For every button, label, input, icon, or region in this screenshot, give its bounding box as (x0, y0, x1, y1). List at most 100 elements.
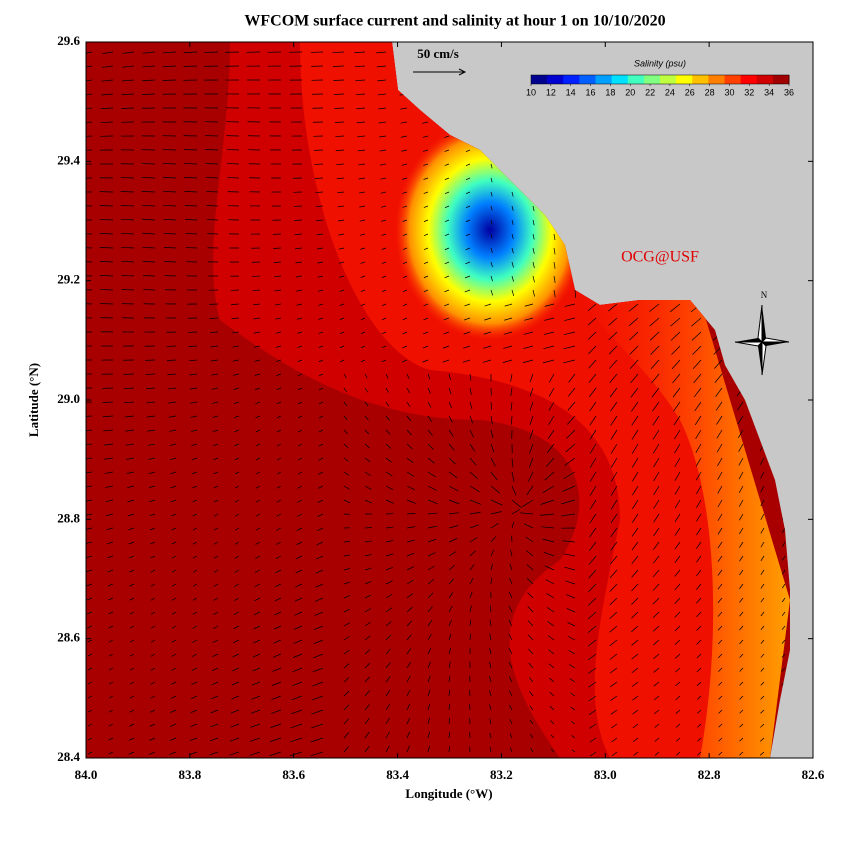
current-arrow (162, 163, 177, 165)
colorbar-tick-label: 20 (625, 87, 635, 97)
current-arrow (255, 485, 261, 489)
current-arrow (108, 737, 114, 741)
current-arrow (338, 261, 345, 264)
current-arrow (190, 709, 198, 713)
current-arrow (739, 513, 744, 521)
current-arrow (103, 429, 114, 432)
current-arrow (354, 65, 366, 68)
current-arrow (102, 51, 114, 54)
current-arrow (357, 135, 366, 138)
current-arrow (253, 611, 261, 616)
current-arrow (469, 619, 472, 627)
current-arrow (760, 485, 765, 493)
current-arrow (87, 723, 93, 727)
current-arrow (124, 415, 135, 418)
current-arrow (608, 317, 618, 326)
current-arrow (121, 93, 135, 96)
current-arrow (171, 555, 177, 559)
current-arrow (444, 219, 450, 223)
current-arrow (171, 611, 177, 615)
current-arrow (526, 550, 534, 557)
current-arrow (406, 745, 410, 753)
current-arrow (697, 737, 702, 742)
current-arrow (150, 695, 156, 699)
current-arrow (171, 597, 177, 601)
current-arrow (297, 457, 303, 461)
current-arrow (252, 667, 261, 672)
current-arrow (101, 93, 114, 96)
current-arrow (508, 619, 513, 627)
current-arrow (739, 667, 744, 672)
current-arrow (310, 737, 324, 743)
current-arrow (696, 499, 702, 508)
current-arrow (213, 485, 219, 489)
current-arrow (359, 205, 366, 208)
current-arrow (651, 373, 660, 384)
current-arrow (444, 289, 450, 293)
current-arrow (364, 415, 369, 421)
current-arrow (150, 611, 156, 615)
current-arrow (738, 499, 744, 507)
current-arrow (337, 205, 345, 208)
current-arrow (631, 443, 639, 454)
current-arrow (423, 303, 429, 307)
current-arrow (781, 569, 786, 575)
current-arrow (511, 191, 514, 197)
current-arrow (318, 443, 324, 447)
current-arrow (192, 597, 198, 601)
current-arrow (108, 611, 114, 615)
current-arrow (489, 732, 492, 739)
current-arrow (191, 443, 198, 447)
current-arrow (233, 611, 240, 615)
current-arrow (509, 704, 513, 711)
current-arrow (360, 303, 366, 306)
current-arrow (448, 675, 451, 683)
current-arrow (402, 191, 408, 194)
current-arrow (696, 611, 702, 618)
current-arrow (610, 709, 618, 715)
current-arrow (269, 751, 282, 756)
current-arrow (406, 731, 410, 739)
current-arrow (290, 723, 303, 729)
current-arrow (146, 415, 156, 418)
y-tick-label: 29.4 (57, 152, 80, 167)
current-arrow (631, 639, 639, 646)
current-arrow (444, 261, 450, 265)
current-arrow (188, 359, 198, 362)
current-arrow (141, 191, 156, 193)
current-arrow (343, 457, 349, 462)
current-arrow (633, 751, 639, 756)
current-arrow (381, 233, 387, 236)
current-arrow (610, 457, 618, 468)
current-arrow (588, 541, 597, 552)
current-arrow (121, 79, 135, 82)
current-arrow (170, 499, 177, 503)
current-arrow (231, 303, 240, 305)
current-arrow (609, 639, 618, 647)
current-arrow (211, 695, 219, 700)
current-arrow (696, 485, 702, 495)
current-arrow (402, 219, 408, 222)
current-arrow (343, 690, 350, 697)
current-arrow (211, 373, 219, 376)
current-arrow (631, 667, 639, 674)
current-arrow (402, 317, 408, 321)
current-arrow (649, 303, 660, 312)
y-axis-label: Latitude (°N) (26, 363, 41, 437)
current-arrow (509, 747, 513, 753)
current-arrow (490, 523, 499, 529)
current-arrow (234, 513, 240, 517)
current-arrow (610, 723, 618, 729)
current-arrow (231, 695, 240, 700)
current-arrow (213, 471, 219, 475)
current-arrow (291, 709, 303, 715)
current-arrow (276, 485, 282, 489)
current-arrow (509, 563, 513, 571)
current-arrow (674, 653, 681, 659)
current-arrow (339, 303, 345, 306)
current-arrow (86, 513, 93, 517)
current-arrow (406, 593, 414, 599)
current-arrow (87, 653, 93, 657)
current-arrow (547, 635, 555, 641)
current-arrow (781, 639, 786, 644)
